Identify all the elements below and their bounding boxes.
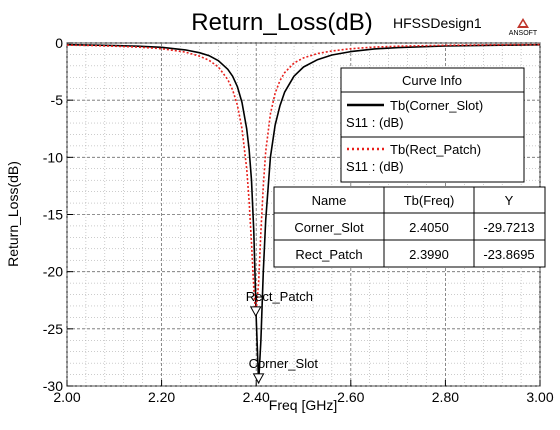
marker-table-box [273, 186, 546, 268]
ansoft-logo: ANSOFT [509, 18, 538, 37]
y-tick-label: -30 [43, 378, 63, 394]
marker-label: Rect_Patch [246, 289, 313, 304]
legend-entry-rect-patch-sub: S11 : (dB) [346, 159, 404, 174]
y-tick-label: -10 [43, 149, 63, 165]
marker-triangle [249, 306, 262, 317]
marker-label: Corner_Slot [249, 356, 319, 371]
legend-box [340, 67, 525, 183]
y-tick-label: -5 [51, 92, 64, 108]
legend-entry-corner-slot: Tb(Corner_Slot) [390, 98, 483, 113]
marker-layer: Rect_Patch Corner_Slot [246, 289, 319, 384]
marker-table-cell: 2.3990 [409, 247, 449, 262]
marker-triangle [252, 373, 265, 384]
x-tick-label: 2.80 [432, 389, 459, 405]
marker-table-cell: 2.4050 [409, 220, 449, 235]
marker-table: Name Tb(Freq) Y Corner_Slot 2.4050 -29.7… [273, 186, 546, 268]
design-label: HFSSDesign1 [393, 15, 482, 31]
legend-title: Curve Info [402, 73, 462, 88]
x-axis-label: Freq [GHz] [269, 397, 337, 413]
marker-table-cell: -29.7213 [483, 220, 534, 235]
x-tick-label: 2.20 [148, 389, 175, 405]
marker-table-header-y: Y [505, 193, 514, 208]
marker-table-cell: Rect_Patch [295, 247, 362, 262]
legend-entry-rect-patch: Tb(Rect_Patch) [390, 142, 481, 157]
series-line-rect-patch [67, 43, 540, 317]
marker-table-header-name: Name [312, 193, 347, 208]
legend: Curve Info Tb(Corner_Slot) S11 : (dB) Tb… [340, 67, 525, 183]
series-line-corner-slot [67, 43, 540, 384]
chart-title: Return_Loss(dB) [191, 9, 372, 36]
x-tick-label: 3.00 [526, 389, 553, 405]
axis-ticks [66, 42, 541, 387]
x-tick-label: 2.40 [243, 389, 270, 405]
marker-table-header-freq: Tb(Freq) [404, 193, 455, 208]
legend-entry-corner-slot-sub: S11 : (dB) [346, 115, 404, 130]
marker-table-cell: -23.8695 [483, 247, 534, 262]
x-tick-label: 2.00 [53, 389, 80, 405]
y-tick-label: -20 [43, 264, 63, 280]
tick-labels: 2.00 2.20 2.40 2.60 2.80 3.00 0 -5 -10 -15 -20 -25 -… [43, 35, 554, 405]
y-axis-label: Return_Loss(dB) [5, 161, 21, 267]
y-tick-label: -25 [43, 321, 63, 337]
y-tick-label: -15 [43, 207, 63, 223]
x-tick-label: 2.60 [337, 389, 364, 405]
ansoft-logo-text: ANSOFT [509, 30, 538, 37]
marker-table-cell: Corner_Slot [294, 220, 364, 235]
series-layer [67, 43, 540, 384]
y-tick-label: 0 [55, 35, 63, 51]
